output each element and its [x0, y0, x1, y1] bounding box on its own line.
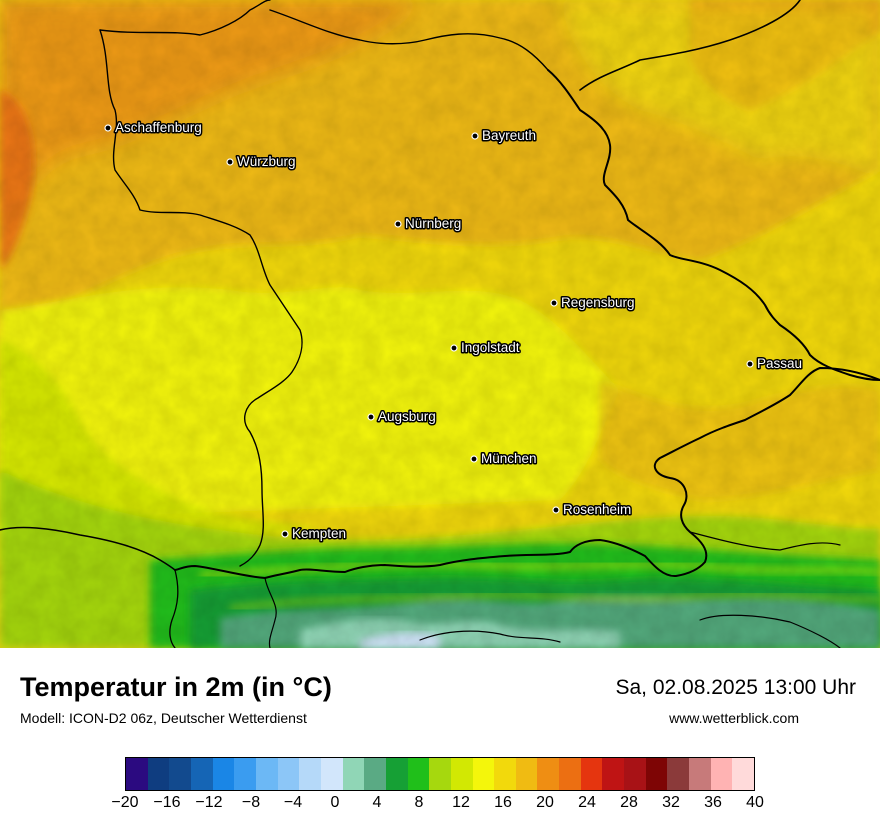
color-scale-tick-label: 20	[536, 794, 554, 811]
color-scale-tick-label: 24	[578, 794, 596, 811]
color-scale-segment	[277, 758, 300, 790]
map-title: Temperatur in 2m (in °C)	[20, 672, 332, 702]
border-switzerland	[0, 526, 176, 571]
color-scale-segment	[689, 758, 711, 790]
color-scale-segment	[342, 758, 365, 790]
city-dot	[550, 299, 558, 307]
color-scale-segment	[299, 758, 321, 790]
color-scale-segment	[255, 758, 278, 790]
city-rosenheim: Rosenheim	[552, 501, 633, 519]
border-austria	[174, 367, 880, 579]
color-scale-segment	[515, 758, 538, 790]
city-würzburg: Würzburg	[226, 153, 297, 171]
color-scale-segment	[710, 758, 733, 790]
color-scale-tick-label: 16	[494, 794, 512, 811]
color-scale-segment	[126, 758, 148, 790]
color-scale-tick-label: 0	[330, 794, 340, 811]
border-austria-inner	[264, 531, 841, 648]
city-ingolstadt: Ingolstadt	[450, 339, 521, 357]
city-regensburg: Regensburg	[550, 294, 636, 312]
city-label: Passau	[757, 356, 802, 371]
color-scale-tick-label: −4	[283, 794, 303, 811]
city-dot	[104, 124, 112, 132]
color-scale-segment	[212, 758, 235, 790]
city-label: Aschaffenburg	[115, 120, 202, 135]
city-label: Bayreuth	[482, 128, 536, 143]
temperature-map: Aschaffenburg Würzburg Bayreuth Nürnberg Reg…	[0, 0, 880, 648]
website-url: www.wetterblick.com	[669, 710, 799, 726]
color-scale-segment	[385, 758, 408, 790]
city-dot	[367, 413, 375, 421]
city-aschaffenburg: Aschaffenburg	[104, 119, 203, 137]
city-dot	[471, 132, 479, 140]
city-label: Augsburg	[378, 409, 436, 424]
color-scale-segment	[364, 758, 386, 790]
color-scale-segment	[234, 758, 256, 790]
color-scale-segment	[602, 758, 625, 790]
border-czech-east	[579, 0, 801, 91]
city-markers: Aschaffenburg Würzburg Bayreuth Nürnberg Reg…	[104, 119, 804, 543]
color-scale-ticks: −20 −16 −12 −8 −4 0 4 8 12 16 20 24 28 32 36 40	[111, 794, 763, 818]
model-source: Modell: ICON-D2 06z, Deutscher Wetterdie…	[20, 710, 307, 726]
color-scale-bar	[125, 757, 755, 791]
color-scale-segment	[190, 758, 213, 790]
color-scale-segment	[580, 758, 603, 790]
borders	[0, 0, 880, 648]
color-scale-tick-label: 8	[414, 794, 424, 811]
color-scale-segment	[407, 758, 430, 790]
color-scale-segment	[537, 758, 560, 790]
city-dot	[394, 220, 402, 228]
footer-panel: Temperatur in 2m (in °C) Modell: ICON-D2…	[0, 648, 880, 830]
color-scale-segment	[732, 758, 755, 790]
color-scale-tick-label: 36	[704, 794, 722, 811]
color-scale-segment	[429, 758, 451, 790]
city-dot	[450, 344, 458, 352]
city-label: Würzburg	[237, 154, 296, 169]
color-scale-segment	[494, 758, 516, 790]
border-liechtenstein	[169, 569, 179, 648]
city-nürnberg: Nürnberg	[394, 215, 463, 233]
city-münchen: München	[470, 450, 538, 468]
city-dot	[552, 506, 560, 514]
border-bawue	[99, 29, 303, 567]
color-scale-segment	[645, 758, 668, 790]
color-scale-tick-label: −16	[153, 794, 181, 811]
city-dot	[470, 455, 478, 463]
color-scale-tick-label: −8	[241, 794, 261, 811]
color-scale-segment	[320, 758, 343, 790]
color-scale-segment	[624, 758, 646, 790]
city-label: München	[481, 451, 537, 466]
city-passau: Passau	[746, 355, 804, 373]
city-label: Kempten	[292, 526, 346, 541]
color-scale-tick-label: 32	[662, 794, 680, 811]
forecast-datetime: Sa, 02.08.2025 13:00 Uhr	[615, 676, 856, 699]
color-scale-segment	[667, 758, 690, 790]
color-scale-tick-label: −12	[195, 794, 223, 811]
color-scale-segment	[147, 758, 170, 790]
city-dot	[226, 158, 234, 166]
city-label: Nürnberg	[405, 216, 461, 231]
border-thuringia	[99, 0, 549, 71]
city-label: Rosenheim	[563, 502, 631, 517]
color-scale-segment	[450, 758, 473, 790]
city-kempten: Kempten	[281, 525, 348, 543]
border-czech	[547, 69, 880, 381]
color-scale-tick-label: −20	[111, 794, 139, 811]
color-scale-segment	[559, 758, 581, 790]
city-augsburg: Augsburg	[367, 408, 437, 426]
color-scale-segment	[169, 758, 191, 790]
city-dot	[746, 360, 754, 368]
color-scale-tick-label: 12	[452, 794, 470, 811]
color-scale-tick-label: 28	[620, 794, 638, 811]
city-label: Ingolstadt	[461, 340, 520, 355]
city-bayreuth: Bayreuth	[471, 127, 538, 145]
color-scale-segment	[472, 758, 495, 790]
city-label: Regensburg	[561, 295, 635, 310]
color-scale-tick-label: 40	[746, 794, 764, 811]
color-scale-tick-label: 4	[372, 794, 382, 811]
city-dot	[281, 530, 289, 538]
temperature-field	[0, 0, 880, 648]
